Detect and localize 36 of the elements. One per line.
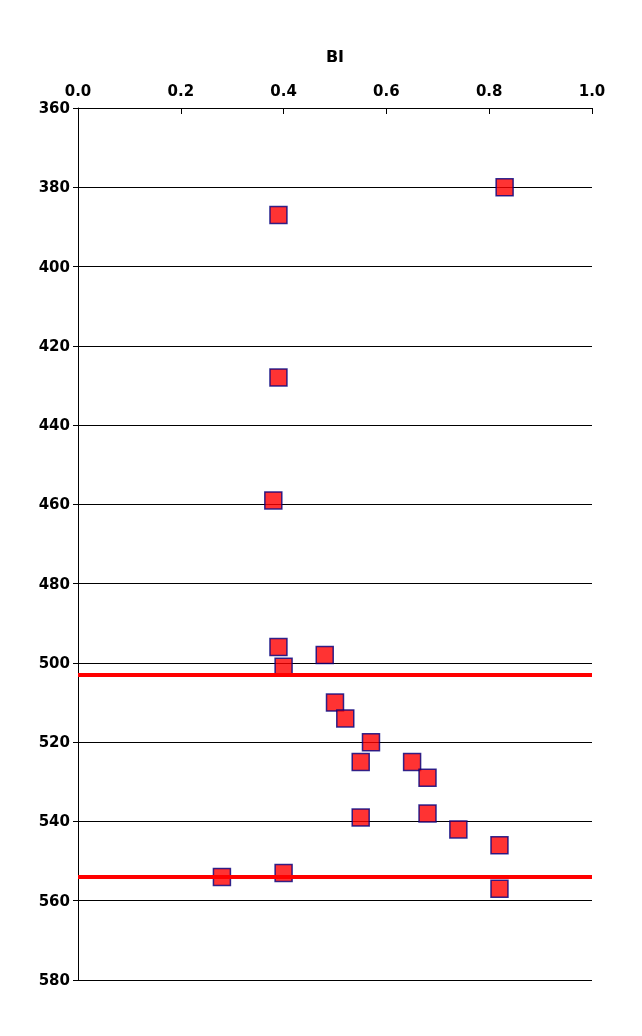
point <box>336 709 355 728</box>
point <box>418 768 437 788</box>
x-tick-label: 0.0 <box>64 81 92 100</box>
y-tick-label: 380 <box>38 178 70 197</box>
y-tick-label: 460 <box>38 495 70 514</box>
y-tick-label: 580 <box>38 971 70 989</box>
y-tick-label: 400 <box>38 257 70 276</box>
point <box>264 491 283 510</box>
y-tick-label: 360 <box>38 99 70 117</box>
y-tick-label: 480 <box>38 574 70 593</box>
y-tick-label: 440 <box>38 416 70 435</box>
x-tick-label: 0.2 <box>167 81 195 100</box>
point <box>269 637 288 657</box>
point <box>325 693 345 712</box>
point <box>351 752 370 772</box>
point <box>351 808 370 827</box>
point <box>315 645 334 665</box>
x-tick-label: 1.0 <box>578 81 606 100</box>
x-tick-label: 0.4 <box>270 81 297 100</box>
point <box>490 835 509 855</box>
point <box>418 804 437 823</box>
point <box>495 178 514 197</box>
point <box>269 205 288 225</box>
point <box>361 732 381 752</box>
x-tick-label: 0.8 <box>475 81 503 100</box>
y-tick-label: 540 <box>38 812 70 831</box>
y-tick-label: 500 <box>38 653 70 672</box>
point <box>402 752 422 772</box>
point <box>269 368 288 387</box>
y-tick-label: 520 <box>38 733 70 752</box>
x-axis-title: BI <box>325 46 345 66</box>
y-tick-label: 560 <box>38 891 70 910</box>
point <box>449 820 468 839</box>
x-tick-label: 0.6 <box>373 81 400 100</box>
y-tick-label: 420 <box>38 336 70 355</box>
point <box>490 879 509 899</box>
